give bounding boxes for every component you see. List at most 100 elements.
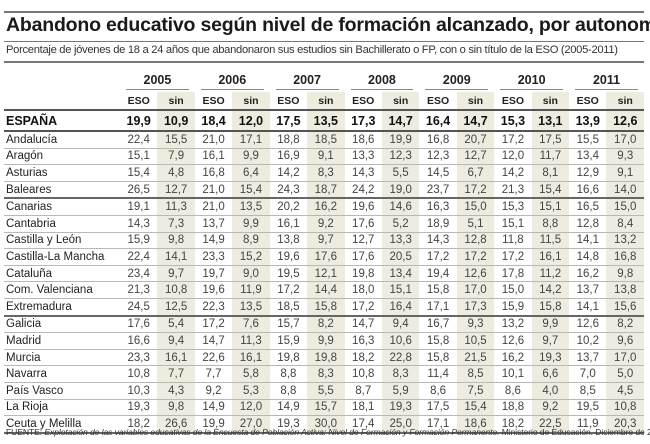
region-name: Baleares [4,181,120,200]
eso-value: 21,3 [120,281,158,299]
eso-value: 17,6 [120,315,158,334]
sin-value: 11,3 [232,332,270,350]
eso-value: 19,6 [269,248,308,266]
sin-value: 8,2 [307,315,345,334]
sin-value: 15,1 [381,281,420,299]
sin-value: 12,0 [232,109,270,132]
sin-value: 10,8 [606,399,644,417]
sub-header-row: ESO sin ESO sin ESO sin ESO sin ESO sin ESO sin ESO s… [4,92,644,110]
sin-value: 21,5 [456,349,495,367]
year-header: 2007 [270,68,345,92]
eso-value: 18,5 [269,298,308,317]
eso-value: 14,3 [120,215,158,233]
table-row: La Rioja 19,3 9,8 14,9 12,0 14,9 15,7 18,1 19,3 1… [4,399,644,417]
eso-value: 15,4 [120,164,158,182]
eso-value: 15,1 [494,215,532,233]
sin-value: 9,1 [307,148,345,166]
sin-value: 5,9 [381,382,420,400]
eso-value: 11,4 [419,365,457,383]
eso-value: 14,2 [269,164,308,182]
region-name: País Vasco [4,382,120,400]
eso-value: 7,7 [194,365,233,383]
eso-value: 8,6 [494,382,532,400]
year-header-row: 2005 2006 2007 2008 2009 2010 2011 [4,68,644,92]
sin-value: 10,6 [381,332,420,350]
eso-value: 23,3 [120,349,158,367]
sin-value: 15,8 [531,298,570,317]
eso-value: 16,8 [419,131,457,149]
sin-value: 9,1 [606,164,644,182]
eso-value: 11,8 [494,232,532,250]
region-name: Andalucía [4,131,120,149]
eso-value: 17,4 [344,415,382,434]
sin-value: 4,0 [531,382,570,400]
sin-value: 13,2 [606,232,644,250]
table-row: Asturias 15,4 4,8 16,8 6,4 14,2 8,3 14,3 5,5 14,5… [4,164,644,182]
sin-value: 5,0 [606,365,644,383]
eso-value: 14,1 [569,232,607,250]
year-header: 2005 [120,68,195,92]
eso-value: 19,8 [269,349,308,367]
sin-value: 6,4 [232,164,270,182]
eso-value: 13,9 [569,109,607,132]
sin-value: 14,6 [381,198,420,216]
sin-value: 4,5 [606,382,644,400]
sin-value: 9,9 [307,332,345,350]
sin-value: 16,4 [381,298,420,317]
sin-value: 14,1 [157,248,195,266]
eso-value: 16,9 [269,148,308,166]
sin-value: 7,6 [232,315,270,334]
sin-value: 15,5 [157,131,195,149]
sin-value: 9,0 [232,265,270,283]
sin-value: 12,8 [456,232,495,250]
sin-value: 16,8 [606,248,644,266]
eso-value: 15,9 [120,232,158,250]
year-label: 2009 [425,73,489,90]
eso-value: 19,3 [120,399,158,417]
sin-value: 16,1 [157,349,195,367]
table-row: Cantabria 14,3 7,3 13,7 9,9 16,1 9,2 17,6 5,2 18,… [4,215,644,233]
sin-value: 20,7 [456,131,495,149]
sin-value: 18,6 [456,415,495,434]
region-name: Murcia [4,349,120,367]
sin-value: 14,7 [381,109,420,132]
sin-value: 13,1 [531,109,570,132]
sin-value: 14,2 [531,281,570,299]
sin-value: 13,3 [381,232,420,250]
eso-value: 24,5 [120,298,158,317]
eso-value: 16,4 [419,109,457,132]
sin-value: 15,2 [232,248,270,266]
eso-value: 15,5 [569,131,607,149]
sin-value: 12,6 [606,109,644,132]
eso-value: 19,8 [344,265,382,283]
sin-value: 14,0 [606,181,644,200]
region-name: Cantabria [4,215,120,233]
sin-value: 15,7 [307,399,345,417]
table-row: Murcia 23,3 16,1 22,6 16,1 19,8 19,8 18,2 22,8 15… [4,349,644,367]
eso-value: 17,6 [344,248,382,266]
sin-value: 15,4 [232,181,270,200]
eso-value: 14,9 [194,399,233,417]
sin-value: 8,1 [531,164,570,182]
empty-header [4,68,120,92]
region-name: ESPAÑA [4,109,120,132]
eso-value: 22,4 [120,131,158,149]
empty-header [4,92,120,110]
eso-value: 8,8 [269,365,308,383]
sin-value: 19,9 [381,131,420,149]
sin-header: sin [381,92,420,110]
eso-value: 15,3 [494,109,532,132]
sin-value: 8,2 [606,315,644,334]
eso-value: 9,2 [194,382,233,400]
top-rule [4,11,644,13]
sin-value: 12,7 [456,148,495,166]
region-name: Castilla y León [4,232,120,250]
region-name: Extremadura [4,298,120,317]
sin-value: 15,0 [456,198,495,216]
sin-value: 8,4 [606,215,644,233]
sin-value: 11,3 [157,198,195,216]
sin-value: 7,3 [157,215,195,233]
sin-value: 9,7 [531,332,570,350]
eso-value: 17,1 [419,415,457,434]
data-table: 2005 2006 2007 2008 2009 2010 2011 ESO sin ESO sin… [4,68,644,434]
